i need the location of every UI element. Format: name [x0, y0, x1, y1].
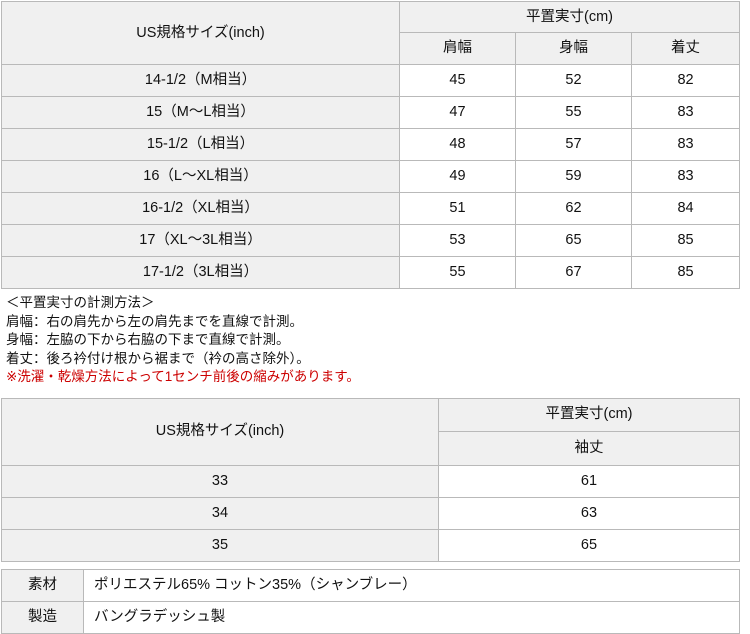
note-line-shoulder: 肩幅：右の肩先から左の肩先までを直線で計測。: [6, 313, 303, 329]
table-row: 製造 バングラデッシュ製: [1, 600, 740, 634]
row-chest-value: 57: [515, 128, 632, 161]
row-size-label: 14-1/2（M相当）: [1, 64, 400, 97]
row-shoulder-value: 48: [399, 128, 516, 161]
sleeve-header-row-1: US規格サイズ(inch) 平置実寸(cm): [1, 397, 740, 466]
row-length-value: 83: [630, 96, 741, 129]
sleeve-header-measure-group: 平置実寸(cm): [438, 397, 740, 432]
material-label: 素材: [1, 568, 84, 602]
row-shoulder-value: 47: [399, 96, 516, 129]
table-row: 15（M〜L相当） 47 55 83: [1, 96, 741, 129]
row-size-label: 15（M〜L相当）: [1, 96, 400, 129]
main-table-head: US規格サイズ(inch) 平置実寸(cm) 肩幅 身幅 着丈: [1, 1, 741, 65]
sleeve-row-size-label: 33: [1, 464, 439, 498]
row-shoulder-value: 53: [399, 224, 516, 257]
table-row: 16（L〜XL相当） 49 59 83: [1, 160, 741, 193]
main-header-row-2: 肩幅 身幅 着丈: [2, 32, 741, 65]
material-table: 素材 ポリエステル65% コットン35%（シャンブレー） 製造 バングラデッシュ…: [1, 568, 740, 634]
note-shrink-warning: ※洗濯・乾燥方法によって1センチ前後の縮みがあります。: [6, 369, 360, 384]
table-row: 16-1/2（XL相当） 51 62 84: [1, 192, 741, 225]
row-length-value: 83: [630, 160, 741, 193]
row-size-label: 17-1/2（3L相当）: [1, 256, 400, 289]
main-table-body: 14-1/2（M相当） 45 52 82 15（M〜L相当） 47 55 83 …: [1, 64, 741, 289]
table-row: 17-1/2（3L相当） 55 67 85: [1, 256, 741, 289]
row-shoulder-value: 55: [399, 256, 516, 289]
table-row: 17（XL〜3L相当） 53 65 85: [1, 224, 741, 257]
note-line-chest: 身幅：左脇の下から右脇の下まで直線で計測。: [6, 332, 290, 347]
main-header-size-label: US規格サイズ(inch): [1, 1, 400, 65]
row-size-label: 16-1/2（XL相当）: [1, 192, 400, 225]
row-size-label: 17（XL〜3L相当）: [1, 224, 400, 257]
row-chest-value: 55: [515, 96, 632, 129]
material-table-body: 素材 ポリエステル65% コットン35%（シャンブレー） 製造 バングラデッシュ…: [1, 568, 740, 634]
row-chest-value: 65: [515, 224, 632, 257]
sleeve-header-sleeve-length: 袖丈: [438, 430, 740, 466]
main-header-row-1: US規格サイズ(inch) 平置実寸(cm): [1, 1, 741, 65]
main-size-table: US規格サイズ(inch) 平置実寸(cm) 肩幅 身幅 着丈 14-1/2（M…: [1, 1, 741, 289]
row-shoulder-value: 51: [399, 192, 516, 225]
row-chest-value: 59: [515, 160, 632, 193]
row-length-value: 85: [630, 256, 741, 289]
row-length-value: 84: [630, 192, 741, 225]
row-length-value: 82: [630, 64, 741, 97]
table-row: 35 65: [1, 528, 740, 562]
origin-label: 製造: [1, 600, 84, 634]
main-header-measure-group: 平置実寸(cm): [398, 1, 741, 33]
row-shoulder-value: 49: [399, 160, 516, 193]
origin-value: バングラデッシュ製: [83, 600, 740, 634]
measurement-note: ＜平置実寸の計測方法＞ 肩幅：右の肩先から左の肩先までを直線で計測。 身幅：左脇…: [0, 291, 750, 389]
sleeve-table-head: US規格サイズ(inch) 平置実寸(cm) 袖丈: [1, 397, 740, 466]
sleeve-header-row-2: 袖丈: [2, 430, 740, 466]
row-size-label: 16（L〜XL相当）: [1, 160, 400, 193]
sleeve-row-value: 63: [438, 496, 740, 530]
table-row: 33 61: [1, 464, 740, 498]
sleeve-row-value: 65: [438, 528, 740, 562]
row-chest-value: 62: [515, 192, 632, 225]
main-header-length: 着丈: [630, 32, 741, 65]
sleeve-size-table: US規格サイズ(inch) 平置実寸(cm) 袖丈 33 61 34 63 35…: [1, 397, 740, 562]
table-row: 素材 ポリエステル65% コットン35%（シャンブレー）: [1, 568, 740, 602]
sleeve-table-body: 33 61 34 63 35 65: [1, 464, 740, 562]
row-length-value: 85: [630, 224, 741, 257]
table-row: 14-1/2（M相当） 45 52 82: [1, 64, 741, 97]
row-chest-value: 52: [515, 64, 632, 97]
main-header-shoulder: 肩幅: [399, 32, 516, 65]
row-size-label: 15-1/2（L相当）: [1, 128, 400, 161]
table-row: 15-1/2（L相当） 48 57 83: [1, 128, 741, 161]
sleeve-row-size-label: 34: [1, 496, 439, 530]
note-line-title: ＜平置実寸の計測方法＞: [6, 295, 155, 310]
material-value: ポリエステル65% コットン35%（シャンブレー）: [83, 568, 740, 602]
sleeve-row-value: 61: [438, 464, 740, 498]
row-length-value: 83: [630, 128, 741, 161]
table-row: 34 63: [1, 496, 740, 530]
main-header-chest: 身幅: [515, 32, 632, 65]
sleeve-row-size-label: 35: [1, 528, 439, 562]
row-chest-value: 67: [515, 256, 632, 289]
note-line-length: 着丈：後ろ衿付け根から裾まで（衿の高さ除外）。: [6, 350, 310, 366]
row-shoulder-value: 45: [399, 64, 516, 97]
sleeve-header-size-label: US規格サイズ(inch): [1, 397, 439, 466]
